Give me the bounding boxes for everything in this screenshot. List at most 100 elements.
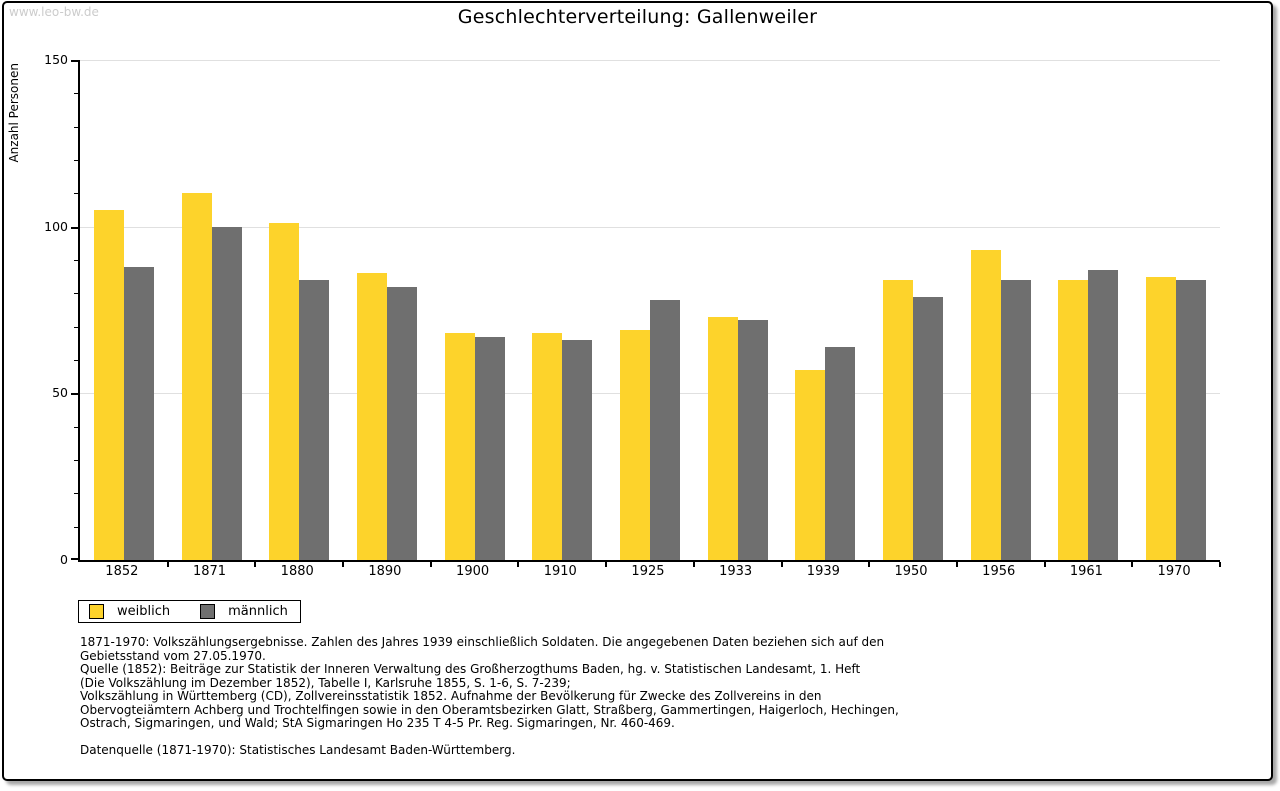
- footnote-line: Gebietsstand vom 27.05.1970.: [80, 648, 266, 663]
- y-minor-tick: [74, 126, 80, 128]
- x-category-label-1880: 1880: [280, 564, 314, 579]
- y-minor-tick: [74, 360, 80, 361]
- gridline-100: [80, 226, 1220, 228]
- x-axis-tick: [429, 562, 432, 567]
- bar-weiblich-1871: [181, 193, 212, 560]
- x-axis-tick: [955, 562, 958, 567]
- footnote-line: Datenquelle (1871-1970): Statistisches L…: [80, 743, 516, 757]
- x-axis-tick: [166, 562, 169, 567]
- x-category-label-1970: 1970: [1157, 564, 1191, 579]
- footnote-spacer: [80, 731, 899, 745]
- y-tick-label: 150: [44, 52, 68, 67]
- y-minor-tick: [74, 326, 80, 328]
- watermark-url: www.leo-bw.de: [9, 5, 99, 19]
- y-minor-tick: [74, 426, 80, 428]
- y-tick-label: 0: [60, 552, 68, 567]
- x-category-label-1890: 1890: [368, 564, 402, 579]
- bar-group-1871: [168, 60, 256, 560]
- x-axis-tick: [1043, 562, 1046, 567]
- bar-group-1852: [80, 60, 168, 560]
- y-major-tick: [71, 558, 80, 560]
- y-minor-tick: [74, 160, 80, 161]
- footnote-line: 1871-1970: Volkszählungsergebnisse. Zahl…: [80, 635, 885, 649]
- bar-group-1970: [1132, 60, 1220, 560]
- x-axis-tick: [605, 562, 608, 567]
- x-axis-tick: [517, 562, 520, 567]
- bar-weiblich-1852: [93, 210, 124, 560]
- bar-maennlich-1871: [211, 226, 242, 560]
- bar-maennlich-1852: [123, 266, 154, 560]
- bar-maennlich-1950: [913, 296, 944, 560]
- bar-weiblich-1910: [532, 333, 563, 560]
- x-category-label-1956: 1956: [982, 564, 1016, 579]
- x-axis-tick: [692, 562, 695, 567]
- gridline-150: [80, 60, 1220, 61]
- y-minor-tick: [74, 193, 80, 195]
- footnotes: 1871-1970: Volkszählungsergebnisse. Zahl…: [80, 635, 899, 758]
- y-major-tick: [71, 393, 80, 396]
- bar-weiblich-1880: [269, 223, 300, 560]
- x-axis-tick: [1219, 562, 1221, 567]
- y-minor-tick: [74, 526, 80, 528]
- footnote-line: Quelle (1852): Beiträge zur Statistik de…: [80, 662, 861, 676]
- legend: weiblich männlich: [78, 600, 301, 623]
- x-category-label-1950: 1950: [894, 564, 928, 579]
- bar-group-1939: [782, 60, 870, 560]
- bar-maennlich-1880: [299, 280, 330, 560]
- chart-frame: www.leo-bw.de Geschlechterverteilung: Ga…: [2, 1, 1273, 781]
- y-tick-label: 100: [44, 218, 68, 234]
- y-minor-tick: [74, 460, 80, 461]
- bar-maennlich-1939: [825, 346, 856, 560]
- legend-swatch-weiblich: [89, 604, 104, 619]
- y-minor-tick: [74, 93, 80, 95]
- legend-swatch-maennlich: [200, 604, 216, 619]
- bar-weiblich-1961: [1058, 280, 1089, 560]
- bar-maennlich-1900: [474, 336, 505, 560]
- x-category-label-1900: 1900: [456, 564, 490, 579]
- x-category-label-1910: 1910: [543, 564, 577, 579]
- x-axis-tick: [342, 562, 345, 567]
- x-axis-tick: [868, 562, 871, 567]
- bar-group-1950: [869, 60, 957, 560]
- footnote-line: (Die Volkszählung im Dezember 1852), Tab…: [80, 675, 571, 690]
- bar-group-1956: [957, 60, 1045, 560]
- y-minor-tick: [74, 493, 80, 495]
- x-category-label-1871: 1871: [192, 564, 227, 579]
- bar-group-1961: [1045, 60, 1133, 560]
- x-axis-tick: [780, 562, 783, 567]
- chart-title: Geschlechterverteilung: Gallenweiler: [457, 6, 818, 28]
- y-minor-tick: [74, 293, 80, 295]
- footnote-line: Obervogteiämtern Achberg und Trochtelfin…: [80, 702, 899, 717]
- legend-label-maennlich: männlich: [228, 604, 288, 619]
- bar-group-1880: [255, 60, 343, 560]
- bar-maennlich-1956: [1000, 280, 1031, 560]
- bar-weiblich-1900: [444, 333, 475, 560]
- y-tick-label: 50: [52, 385, 68, 401]
- footnote-line: Ostrach, Sigmaringen, und Wald; StA Sigm…: [80, 716, 675, 730]
- bar-weiblich-1939: [795, 370, 826, 560]
- y-axis-title: Anzahl Personen: [7, 63, 21, 163]
- bar-maennlich-1961: [1088, 270, 1119, 560]
- x-category-label-1925: 1925: [631, 564, 665, 579]
- y-major-tick: [71, 226, 80, 229]
- bar-weiblich-1925: [619, 330, 650, 560]
- x-category-label-1933: 1933: [719, 564, 753, 579]
- bar-group-1890: [343, 60, 431, 560]
- bar-group-1925: [606, 60, 694, 560]
- x-category-label-1939: 1939: [806, 564, 840, 579]
- bar-maennlich-1970: [1176, 280, 1207, 560]
- legend-label-weiblich: weiblich: [117, 604, 171, 619]
- footnote-line: Volkszählung in Württemberg (CD), Zollve…: [80, 689, 822, 703]
- x-category-label-1961: 1961: [1069, 564, 1103, 579]
- x-axis-labels: 1852 1871 1880 1890 1900 1910 1925 1933 1939 1950…: [78, 564, 1218, 579]
- bar-weiblich-1950: [883, 280, 914, 560]
- bar-group-1900: [431, 60, 519, 560]
- bar-maennlich-1925: [649, 300, 680, 560]
- x-axis-tick: [1131, 562, 1134, 567]
- plot-area: 0 50 100 150: [44, 52, 1221, 567]
- y-minor-tick: [74, 260, 80, 261]
- bar-weiblich-1933: [707, 316, 738, 560]
- legend-item-weiblich: weiblich: [89, 604, 170, 619]
- legend-item-maennlich: männlich: [200, 604, 288, 619]
- bar-group-1933: [694, 60, 782, 560]
